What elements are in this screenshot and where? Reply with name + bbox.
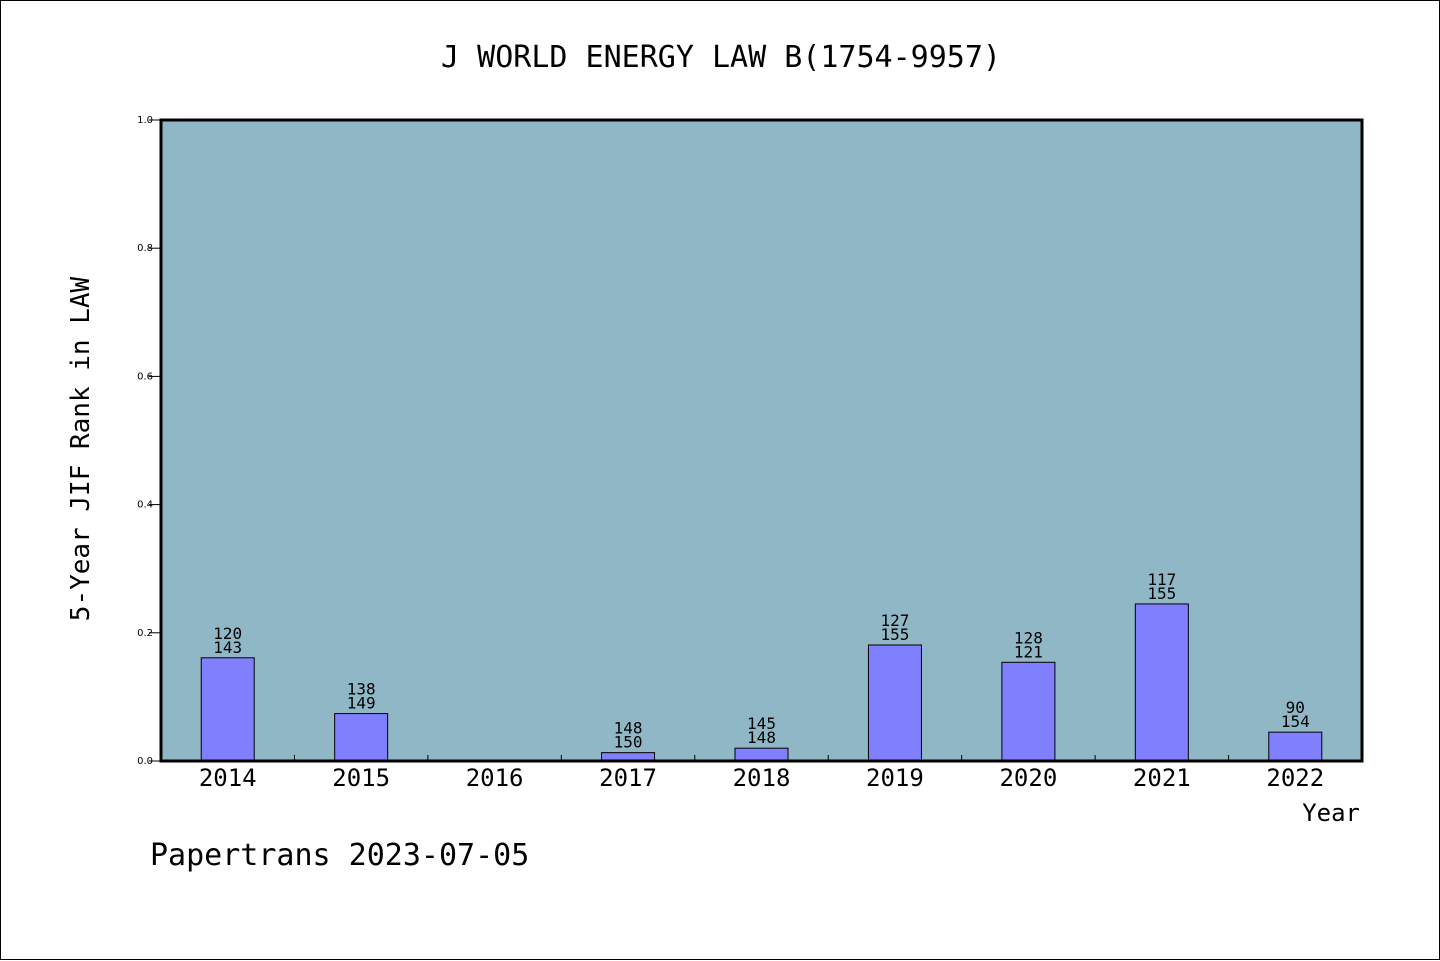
y-tick-label: 0.4 [137,500,153,511]
y-tick-label: 0.8 [137,243,153,254]
y-tick-label: 1.0 [137,115,153,126]
y-tick-label: 0.0 [137,756,153,767]
plot-border [159,118,1364,763]
footer-credit: Papertrans 2023-07-05 [150,838,529,873]
bar-data-label: 155 [880,625,909,644]
bar-data-label: 90 [1286,698,1305,717]
bar-2019 [867,644,922,762]
y-tick-label: 0.6 [137,371,153,382]
bar-data-label: 155 [1147,584,1176,603]
bar-2018 [734,747,789,762]
bar-data-label: 145 [747,714,776,733]
bar-data-label: 148 [614,719,643,738]
x-tick-label: 2015 [332,764,390,792]
x-axis-label: Year [1302,799,1360,827]
y-axis-label: 5-Year JIF Rank in LAW [66,276,96,621]
bar-data-label: 154 [1281,712,1310,731]
bar-2021 [1134,603,1189,762]
y-tick-label: 0.2 [137,628,153,639]
x-tick-label: 2021 [1133,764,1191,792]
bar-2014 [200,657,255,762]
bar-data-label: 150 [614,733,643,752]
bar-data-label: 148 [747,728,776,747]
bar-2022 [1268,731,1323,762]
bar-data-label: 121 [1014,642,1043,661]
x-tick-label: 2014 [199,764,257,792]
bar-data-label: 117 [1147,570,1176,589]
x-tick-label: 2018 [733,764,791,792]
bar-data-label: 149 [347,694,376,713]
bar-2020 [1001,661,1056,762]
x-axis-ticks: 2014 2015 2016 2017 2018 2019 2020 2021 2022 [199,755,1324,792]
bar-2015 [334,713,389,762]
x-tick-label: 2022 [1266,764,1324,792]
bar-data-label: 128 [1014,628,1043,647]
x-tick-label: 2019 [866,764,924,792]
x-tick-label: 2017 [599,764,657,792]
x-tick-label: 2016 [466,764,524,792]
chart-title: J WORLD ENERGY LAW B(1754-9957) [441,40,1001,75]
y-axis-ticks: 0.0 0.2 0.4 0.6 0.8 1.0 [137,115,161,767]
bar-data-label: 120 [213,624,242,643]
x-tick-label: 2020 [999,764,1057,792]
bar-data-label: 138 [347,680,376,699]
bar-data-label: 127 [880,611,909,630]
bar-data-label: 143 [213,638,242,657]
